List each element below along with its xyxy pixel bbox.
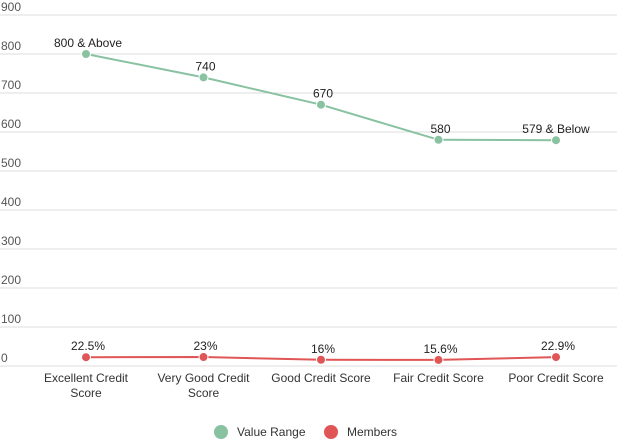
y-tick-label: 100: [1, 312, 21, 326]
y-tick-label: 400: [1, 195, 21, 209]
legend-marker-members[interactable]: [324, 425, 338, 439]
y-tick-label: 300: [1, 234, 21, 248]
data-point-value-range[interactable]: [433, 134, 444, 145]
data-label-members: 22.9%: [541, 339, 575, 353]
legend-label-members[interactable]: Members: [347, 425, 397, 439]
gridlines: [0, 14, 617, 367]
data-point-value-range[interactable]: [316, 99, 326, 110]
data-label-members: 15.6%: [423, 342, 457, 356]
data-point-members[interactable]: [316, 354, 326, 365]
x-tick-label-line: Good Credit Score: [271, 371, 371, 385]
y-tick-label: 900: [1, 0, 21, 14]
data-label-value-range: 800 & Above: [54, 36, 122, 50]
y-axis-ticks: 0 100 200 300 400 500 600 700 800 900: [1, 0, 21, 365]
x-tick-label: Fair Credit Score: [393, 371, 484, 385]
y-tick-label: 700: [1, 78, 21, 92]
data-label-members: 22.5%: [71, 339, 105, 353]
legend-label-value-range[interactable]: Value Range: [237, 425, 306, 439]
y-tick-label: 500: [1, 156, 21, 170]
x-tick-label: Excellent Credit Score: [44, 371, 129, 400]
x-tick-label-line: Very Good Credit: [157, 371, 250, 385]
y-tick-label: 200: [1, 273, 21, 287]
legend-marker-value-range[interactable]: [214, 425, 228, 439]
data-label-members: 16%: [311, 342, 335, 356]
data-point-members[interactable]: [433, 354, 444, 365]
y-tick-label: 800: [1, 39, 21, 53]
x-tick-label-line: Fair Credit Score: [393, 371, 484, 385]
legend: Value Range Members: [214, 425, 397, 439]
data-point-members[interactable]: [198, 352, 209, 363]
y-tick-label: 600: [1, 117, 21, 131]
data-label-value-range: 740: [195, 59, 215, 73]
x-tick-label-line: Poor Credit Score: [508, 371, 604, 385]
data-point-value-range[interactable]: [81, 49, 91, 59]
data-point-members[interactable]: [81, 352, 91, 363]
x-tick-label: Poor Credit Score: [508, 371, 604, 385]
data-point-value-range[interactable]: [551, 135, 561, 146]
y-tick-label: 0: [1, 351, 8, 365]
data-label-value-range: 670: [313, 87, 333, 101]
x-tick-label-line: Score: [70, 386, 102, 400]
data-label-value-range: 580: [430, 122, 450, 136]
x-tick-label-line: Score: [188, 386, 220, 400]
data-point-members[interactable]: [551, 352, 561, 363]
data-point-value-range[interactable]: [198, 72, 209, 83]
series-layer: 800 & Above 740 670 580 579 & Below 22.5% 23% 1…: [54, 36, 590, 365]
data-label-value-range: 579 & Below: [522, 122, 590, 136]
data-label-members: 23%: [193, 339, 217, 353]
x-tick-label: Good Credit Score: [271, 371, 371, 385]
x-tick-label: Very Good Credit Score: [157, 371, 250, 400]
x-tick-label-line: Excellent Credit: [44, 371, 129, 385]
